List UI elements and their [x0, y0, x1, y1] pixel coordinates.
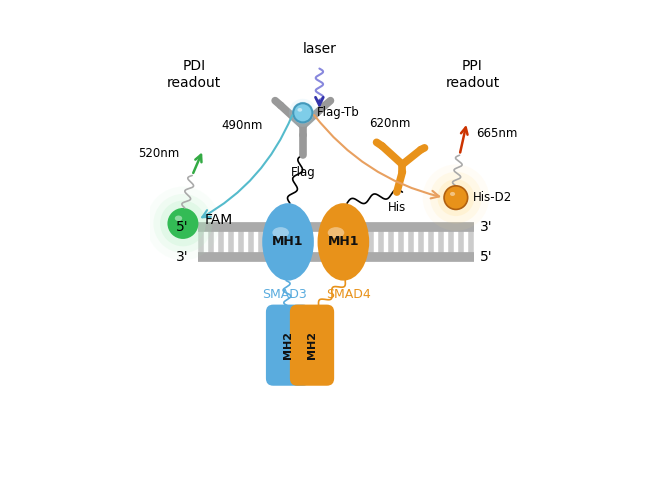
Ellipse shape [297, 108, 303, 112]
Text: 5': 5' [480, 250, 492, 263]
Circle shape [437, 179, 474, 216]
Circle shape [291, 102, 314, 124]
Text: MH2: MH2 [307, 331, 317, 359]
Circle shape [289, 99, 317, 127]
Ellipse shape [262, 203, 314, 281]
FancyBboxPatch shape [266, 305, 310, 386]
Circle shape [168, 208, 198, 239]
Text: 490nm: 490nm [221, 119, 263, 132]
FancyBboxPatch shape [290, 305, 334, 386]
Text: PDI
readout: PDI readout [167, 59, 221, 90]
Ellipse shape [175, 216, 182, 221]
Text: MH1: MH1 [327, 235, 359, 249]
FancyArrowPatch shape [202, 115, 292, 217]
Text: 620nm: 620nm [369, 117, 410, 130]
Text: Flag-Tb: Flag-Tb [317, 106, 359, 119]
Ellipse shape [328, 227, 344, 238]
FancyArrowPatch shape [314, 115, 439, 198]
Text: Flag: Flag [290, 166, 315, 179]
Circle shape [153, 194, 213, 253]
Ellipse shape [450, 192, 455, 196]
Circle shape [444, 186, 467, 209]
Circle shape [422, 164, 489, 231]
Ellipse shape [318, 203, 369, 281]
Circle shape [293, 103, 312, 123]
Text: 3': 3' [176, 250, 188, 263]
Text: 520nm: 520nm [138, 147, 179, 160]
Text: MH1: MH1 [273, 235, 304, 249]
Text: 5': 5' [176, 220, 188, 234]
Text: 665nm: 665nm [476, 126, 518, 139]
Text: PPI
readout: PPI readout [445, 59, 499, 90]
Text: FAM: FAM [205, 213, 233, 227]
Text: His: His [388, 201, 406, 214]
Circle shape [430, 172, 482, 224]
Text: MH2: MH2 [283, 331, 293, 359]
Text: laser: laser [303, 42, 336, 56]
Ellipse shape [273, 227, 289, 238]
Text: SMAD3: SMAD3 [262, 288, 306, 301]
Text: His-D2: His-D2 [473, 191, 512, 204]
Text: SMAD4: SMAD4 [327, 288, 371, 301]
Circle shape [146, 187, 220, 261]
Circle shape [160, 201, 206, 246]
Text: 3': 3' [480, 220, 492, 234]
